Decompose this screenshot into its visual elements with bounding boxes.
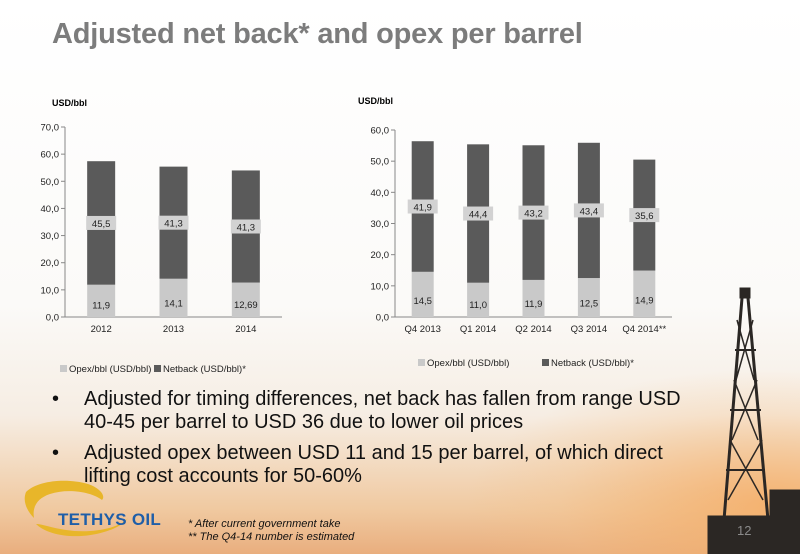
y-tick-label: 20,0 [371,250,390,261]
drilling-rig-illustration [707,287,800,554]
y-tick-label: 70,0 [41,123,60,134]
y-tick-label: 50,0 [41,177,60,188]
y-tick-label: 50,0 [371,157,390,168]
netback-label-box [463,206,494,221]
y-tick-label: 60,0 [41,150,60,161]
opex-bar [411,271,434,317]
opex-bar [159,278,188,317]
y-tick-label: 40,0 [371,188,390,199]
netback-label-box [629,208,660,223]
bullet-list: • Adjusted for timing differences, net ba… [52,388,692,496]
x-tick-label: 2013 [163,324,184,335]
opex-value-label: 12,5 [580,298,599,309]
netback-value-label: 44,4 [469,210,488,221]
netback-value-label: 43,2 [524,209,543,220]
x-tick-label: Q3 2014 [571,324,607,335]
footnotes: * After current government take ** The Q… [188,518,354,544]
bullet-text: Adjusted opex between USD 11 and 15 per … [84,442,663,487]
bullet-item: • Adjusted opex between USD 11 and 15 per… [52,442,692,488]
y-tick-label: 10,0 [371,281,390,292]
bullet-item: • Adjusted for timing differences, net ba… [52,388,692,434]
y-unit-label: USD/bbl [358,96,393,106]
legend-swatch [60,365,67,372]
netback-label-box [407,199,438,214]
netback-label-box [86,215,117,230]
netback-label-box [230,219,261,234]
opex-bar [231,282,260,317]
y-tick-label: 0,0 [376,313,389,324]
page-number: 12 [737,523,752,538]
opex-value-label: 14,9 [635,296,654,307]
opex-value-label: 12,69 [234,300,258,311]
x-tick-label: 2012 [91,324,112,335]
y-unit-label: USD/bbl [52,98,87,108]
netback-label-box [518,205,549,220]
netback-value-label: 41,9 [413,203,432,214]
netback-value-label: 41,3 [164,219,183,230]
footnote: * After current government take [188,518,341,530]
x-tick-label: Q2 2014 [515,324,551,335]
opex-bar [522,279,545,317]
y-tick-label: 20,0 [41,258,60,269]
bullet-dot: • [52,442,60,464]
opex-value-label: 11,9 [92,301,110,312]
netback-value-label: 41,3 [237,223,256,234]
netback-value-label: 45,5 [92,219,111,230]
annual-bar-chart: USD/bbl 0,0 10,0 20,0 30,0 40,0 50,0 60,0 70,0 45… [41,98,282,375]
x-tick-label: 2014 [235,324,256,335]
legend-swatch [418,359,425,366]
legend-swatch [542,359,549,366]
x-tick-label: Q1 2014 [460,324,496,335]
netback-value-label: 35,6 [635,211,654,222]
opex-value-label: 14,1 [164,299,183,310]
quarterly-bar-chart: USD/bbl 0,0 10,0 20,0 30,0 40,0 50,0 60,0 41,9 14… [358,96,672,369]
y-tick-label: 0,0 [46,313,59,324]
netback-value-label: 43,4 [580,206,599,217]
opex-value-label: 11,0 [469,300,487,311]
y-tick-label: 40,0 [41,204,60,215]
opex-bar [467,282,490,317]
legend-label: Netback (USD/bbl)* [163,364,246,375]
bullet-dot: • [52,388,60,410]
bullet-text: Adjusted for timing differences, net bac… [84,388,681,433]
y-tick-label: 30,0 [41,231,60,242]
y-tick-label: 30,0 [371,219,390,230]
logo-wordmark: TETHYS OIL [58,510,162,529]
legend-label: Opex/bbl (USD/bbl) [69,364,151,375]
opex-value-label: 14,5 [413,296,432,307]
opex-bar [633,270,656,317]
footnote: ** The Q4-14 number is estimated [188,531,355,543]
opex-value-label: 11,9 [525,299,543,310]
netback-label-box [573,203,604,218]
legend-label: Opex/bbl (USD/bbl) [427,358,509,369]
y-tick-label: 60,0 [371,126,390,137]
x-tick-label: Q4 2013 [404,324,440,335]
legend-label: Netback (USD/bbl)* [551,358,634,369]
tethys-oil-logo [24,480,128,537]
opex-bar [87,284,116,317]
x-tick-label: Q4 2014** [622,324,666,335]
netback-label-box [158,215,189,230]
slide-title: Adjusted net back* and opex per barrel [52,18,583,50]
y-tick-label: 10,0 [41,285,60,296]
legend-swatch [154,365,161,372]
opex-bar [577,278,600,317]
